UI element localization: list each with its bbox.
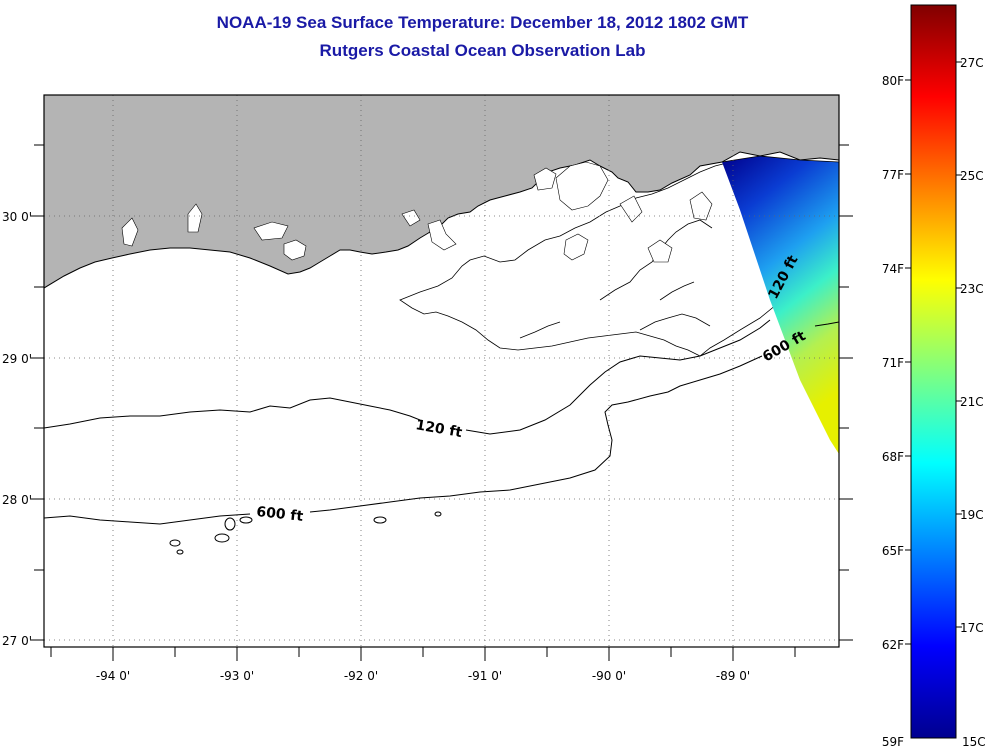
colorbar-f-label: 62F: [882, 638, 904, 652]
colorbar-c-label: 19C: [960, 508, 984, 522]
lon-tick-label: -90 0': [592, 669, 626, 683]
lon-tick-label: -91 0': [468, 669, 502, 683]
map-ticks: [30, 144, 853, 661]
colorbar-c-label: 27C: [960, 56, 984, 70]
grid-lines: [44, 95, 839, 647]
colorbar-c-label: 15C: [962, 735, 986, 749]
sst-swath: [722, 156, 839, 454]
bathymetry-contours: [43, 319, 840, 555]
colorbar-f-label: 68F: [882, 450, 904, 464]
colorbar-c-label: 17C: [960, 621, 984, 635]
colorbar-c-label: 25C: [960, 169, 984, 183]
colorbar-c-label: 23C: [960, 282, 984, 296]
lat-tick-label: 28 0': [2, 493, 32, 507]
lon-tick-label: -92 0': [344, 669, 378, 683]
colorbar-c-label: 21C: [960, 395, 984, 409]
lon-tick-label: -89 0': [716, 669, 750, 683]
contour-label-slope-west: 600 ft: [256, 504, 305, 525]
colorbar-f-label: 77F: [882, 168, 904, 182]
chart-title: NOAA-19 Sea Surface Temperature: Decembe…: [216, 13, 749, 32]
lat-tick-label: 27 0': [2, 634, 32, 648]
map-frame: [43, 94, 840, 648]
colorbar-f-label: 80F: [882, 74, 904, 88]
land-mass: [44, 95, 839, 289]
colorbar-ticks: [905, 61, 962, 645]
colorbar: [910, 4, 957, 739]
lon-tick-label: -93 0': [220, 669, 254, 683]
lat-tick-label: 30 0': [2, 210, 32, 224]
colorbar-f-label: 74F: [882, 262, 904, 276]
lat-tick-label: 29 0': [2, 352, 32, 366]
colorbar-f-label: 65F: [882, 544, 904, 558]
chart-subtitle: Rutgers Coastal Ocean Observation Lab: [319, 41, 646, 60]
lon-tick-label: -94 0': [96, 669, 130, 683]
colorbar-f-label: 59F: [882, 735, 904, 749]
colorbar-f-label: 71F: [882, 356, 904, 370]
